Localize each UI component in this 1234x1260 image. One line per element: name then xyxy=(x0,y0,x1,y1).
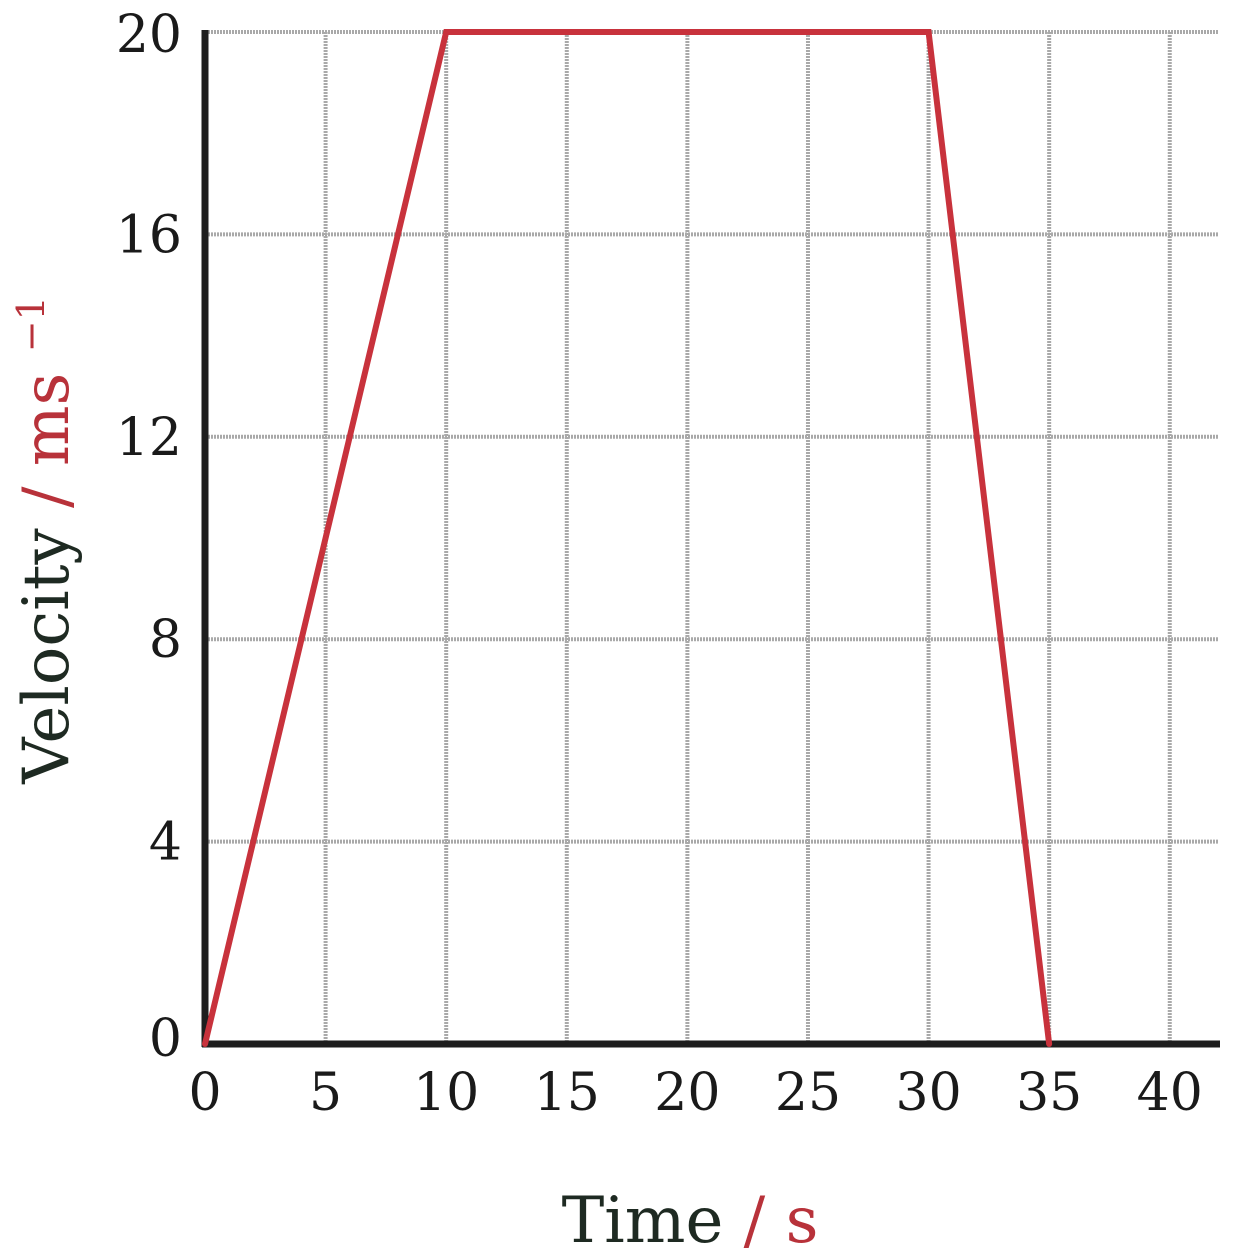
data-point xyxy=(1046,1041,1053,1047)
y-tick-labels: 0 4 8 12 16 20 xyxy=(116,5,182,1069)
x-tick-label: 10 xyxy=(413,1063,479,1123)
axes xyxy=(201,30,1220,1048)
x-tick-label: 35 xyxy=(1016,1063,1082,1123)
data-point xyxy=(202,1041,208,1047)
y-tick-label: 20 xyxy=(116,5,182,65)
x-axis-title: Time / s xyxy=(562,1184,819,1258)
x-axis-title-text: Time xyxy=(562,1184,724,1258)
x-tick-label: 25 xyxy=(775,1063,841,1123)
x-tick-label: 15 xyxy=(534,1063,600,1123)
x-tick-label: 30 xyxy=(895,1063,961,1123)
y-tick-label: 12 xyxy=(116,408,182,468)
y-tick-label: 16 xyxy=(116,205,182,265)
data-point xyxy=(925,29,932,35)
series-line-0 xyxy=(202,29,1053,1045)
y-tick-label: 0 xyxy=(149,1009,182,1069)
y-axis-unit: / ms xyxy=(10,373,84,508)
data-point xyxy=(443,29,450,35)
y-axis-title-text: Velocity xyxy=(10,528,84,784)
x-tick-labels: 0 5 10 15 20 25 30 35 40 xyxy=(188,1063,1202,1123)
grid xyxy=(205,30,1218,1044)
series-group xyxy=(202,29,1053,1047)
y-tick-label: 4 xyxy=(149,813,182,873)
y-axis-unit-exponent: −1 xyxy=(9,296,53,352)
x-tick-label: 5 xyxy=(309,1063,342,1123)
x-tick-label: 40 xyxy=(1137,1063,1203,1123)
y-axis-title: Velocity / ms −1 xyxy=(9,296,84,785)
x-tick-label: 20 xyxy=(654,1063,720,1123)
x-tick-label: 0 xyxy=(188,1063,221,1123)
y-tick-label: 8 xyxy=(149,610,182,670)
x-axis-unit: / s xyxy=(744,1184,819,1258)
